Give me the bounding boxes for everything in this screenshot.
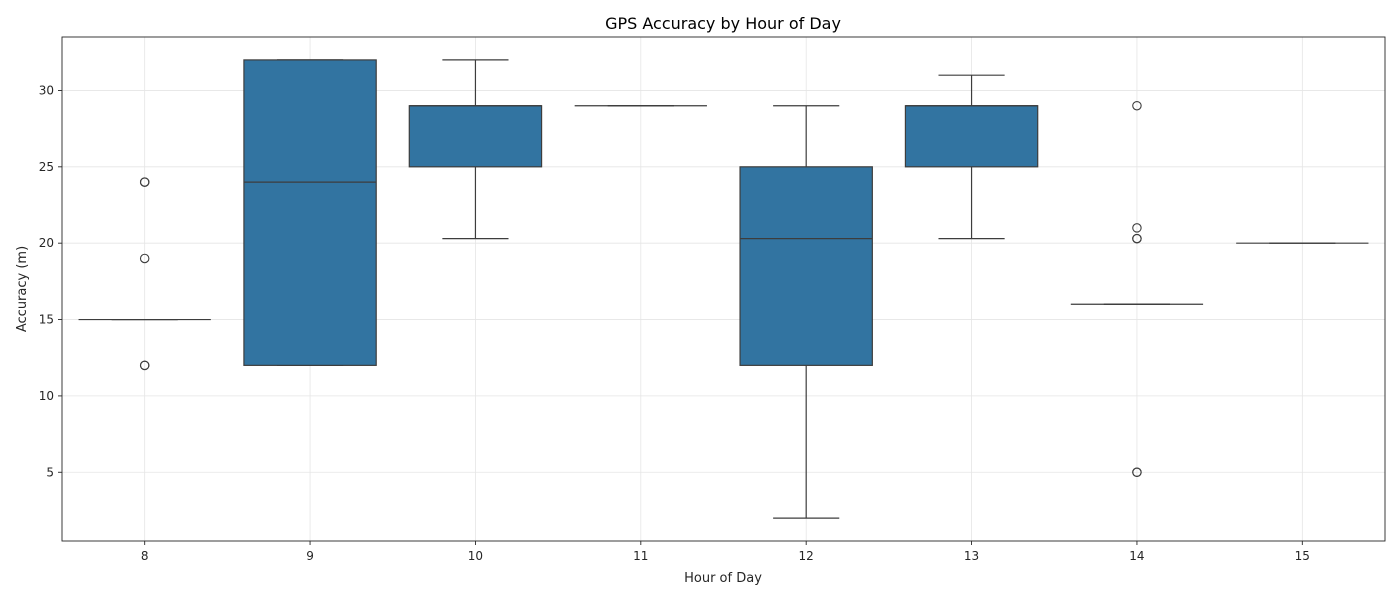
box-group-hour-9 [243,59,377,366]
y-tick-label: 20 [39,236,54,250]
box-group-hour-8 [78,177,211,371]
box-iqr [408,105,543,168]
outlier-point [1132,100,1142,111]
outlier-point [1132,467,1142,478]
axis-layer: 5 10 15 20 25 30 8 9 10 11 12 13 14 15 [39,83,1310,563]
x-tick-label: 11 [633,549,648,563]
y-tick-label: 25 [39,160,54,174]
x-tick-label: 14 [1129,549,1144,563]
x-tick-label: 8 [141,549,149,563]
plot-frame [61,36,1386,542]
box-group-hour-13 [904,74,1039,240]
y-tick-label: 5 [46,465,54,479]
x-tick-label: 9 [306,549,314,563]
box-iqr [739,166,873,366]
outlier-point [139,253,150,264]
y-tick-label: 10 [39,389,54,403]
x-tick-label: 13 [964,549,979,563]
chart-title: GPS Accuracy by Hour of Day [605,14,841,33]
x-tick-label: 15 [1295,549,1310,563]
outlier-point [139,360,150,371]
y-tick-label: 30 [39,83,54,97]
x-tick-label: 12 [799,549,814,563]
box-group-hour-12 [739,105,873,519]
outlier-point [1132,223,1142,233]
y-axis-title: Accuracy (m) [15,246,30,332]
x-axis-title: Hour of Day [684,571,762,586]
box-iqr [904,105,1039,168]
plot-layer [78,59,1369,519]
outlier-point [1132,233,1142,244]
box-group-hour-10 [408,59,543,240]
outlier-point [139,177,150,187]
y-tick-label: 15 [39,313,54,327]
box-group-hour-14 [1070,100,1204,478]
x-tick-label: 10 [468,549,483,563]
box-iqr [243,59,377,366]
